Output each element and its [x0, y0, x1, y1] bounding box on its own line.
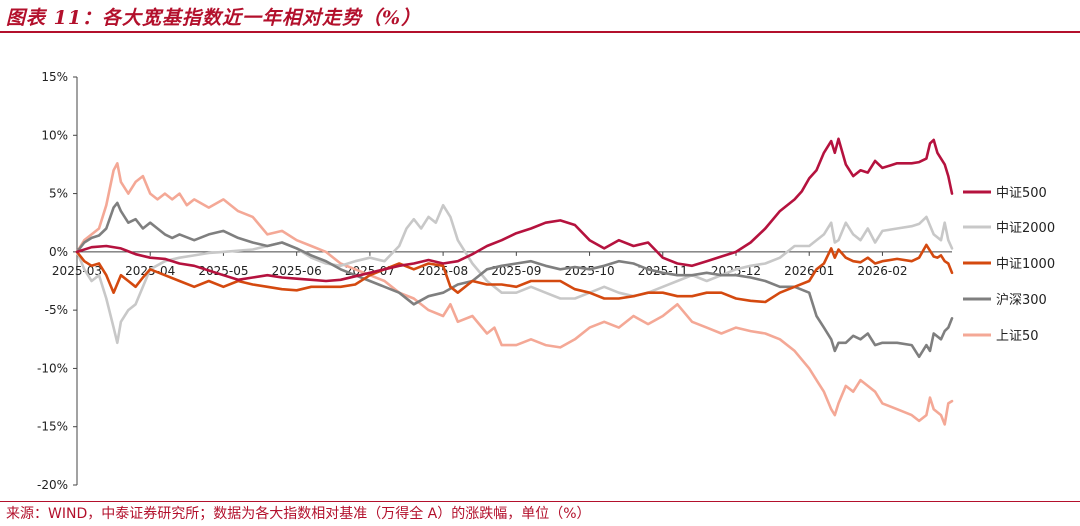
- y-tick-label: 5%: [49, 187, 68, 201]
- y-tick-label: 0%: [49, 245, 68, 259]
- title-divider: [0, 31, 1080, 33]
- x-tick-label: 2025-07: [345, 264, 395, 278]
- y-tick-label: -20%: [37, 478, 68, 492]
- source-divider: [0, 501, 1080, 502]
- chart-title: 图表 11：各大宽基指数近一年相对走势（%）: [6, 7, 422, 29]
- legend-label: 沪深300: [996, 292, 1047, 308]
- x-tick-label: 2025-03: [52, 264, 102, 278]
- x-tick-label: 2026-01: [784, 264, 834, 278]
- series-line-2: [75, 243, 954, 304]
- line-chart: 15%10%5%0%-5%-10%-15%-20% 2025-03 2025-04…: [37, 70, 1055, 492]
- legend-label: 上证50: [996, 329, 1039, 344]
- series-line-0: [75, 137, 954, 283]
- series-line-4: [75, 162, 954, 426]
- y-tick-label: 10%: [41, 128, 68, 142]
- x-tick-label: 2025-06: [272, 264, 322, 278]
- x-tick-label: 2025-05: [198, 264, 248, 278]
- series-layer: [75, 137, 954, 426]
- x-tick-label: 2025-09: [491, 264, 541, 278]
- source-note: 来源：WIND，中泰证券研究所；数据为各大指数相对基准（万得全 A）的涨跌幅，单…: [6, 506, 591, 522]
- legend: 中证500 中证2000 中证1000 沪深300 上证50: [963, 186, 1055, 344]
- series-line-1: [75, 203, 954, 345]
- y-tick-label: -10%: [37, 361, 68, 375]
- x-tick-label: 2025-08: [418, 264, 468, 278]
- y-tick-label: -15%: [37, 420, 68, 434]
- x-tick-label: 2026-02: [857, 264, 907, 278]
- legend-label: 中证500: [996, 186, 1047, 201]
- y-tick-label: -5%: [45, 303, 68, 317]
- legend-label: 中证1000: [996, 257, 1055, 272]
- y-axis: 15% 10% 5% 0% -5% -10% -15% -20%: [37, 70, 78, 492]
- series-line-3: [75, 201, 954, 359]
- y-tick-label: 15%: [41, 70, 68, 84]
- legend-label: 中证2000: [996, 221, 1055, 236]
